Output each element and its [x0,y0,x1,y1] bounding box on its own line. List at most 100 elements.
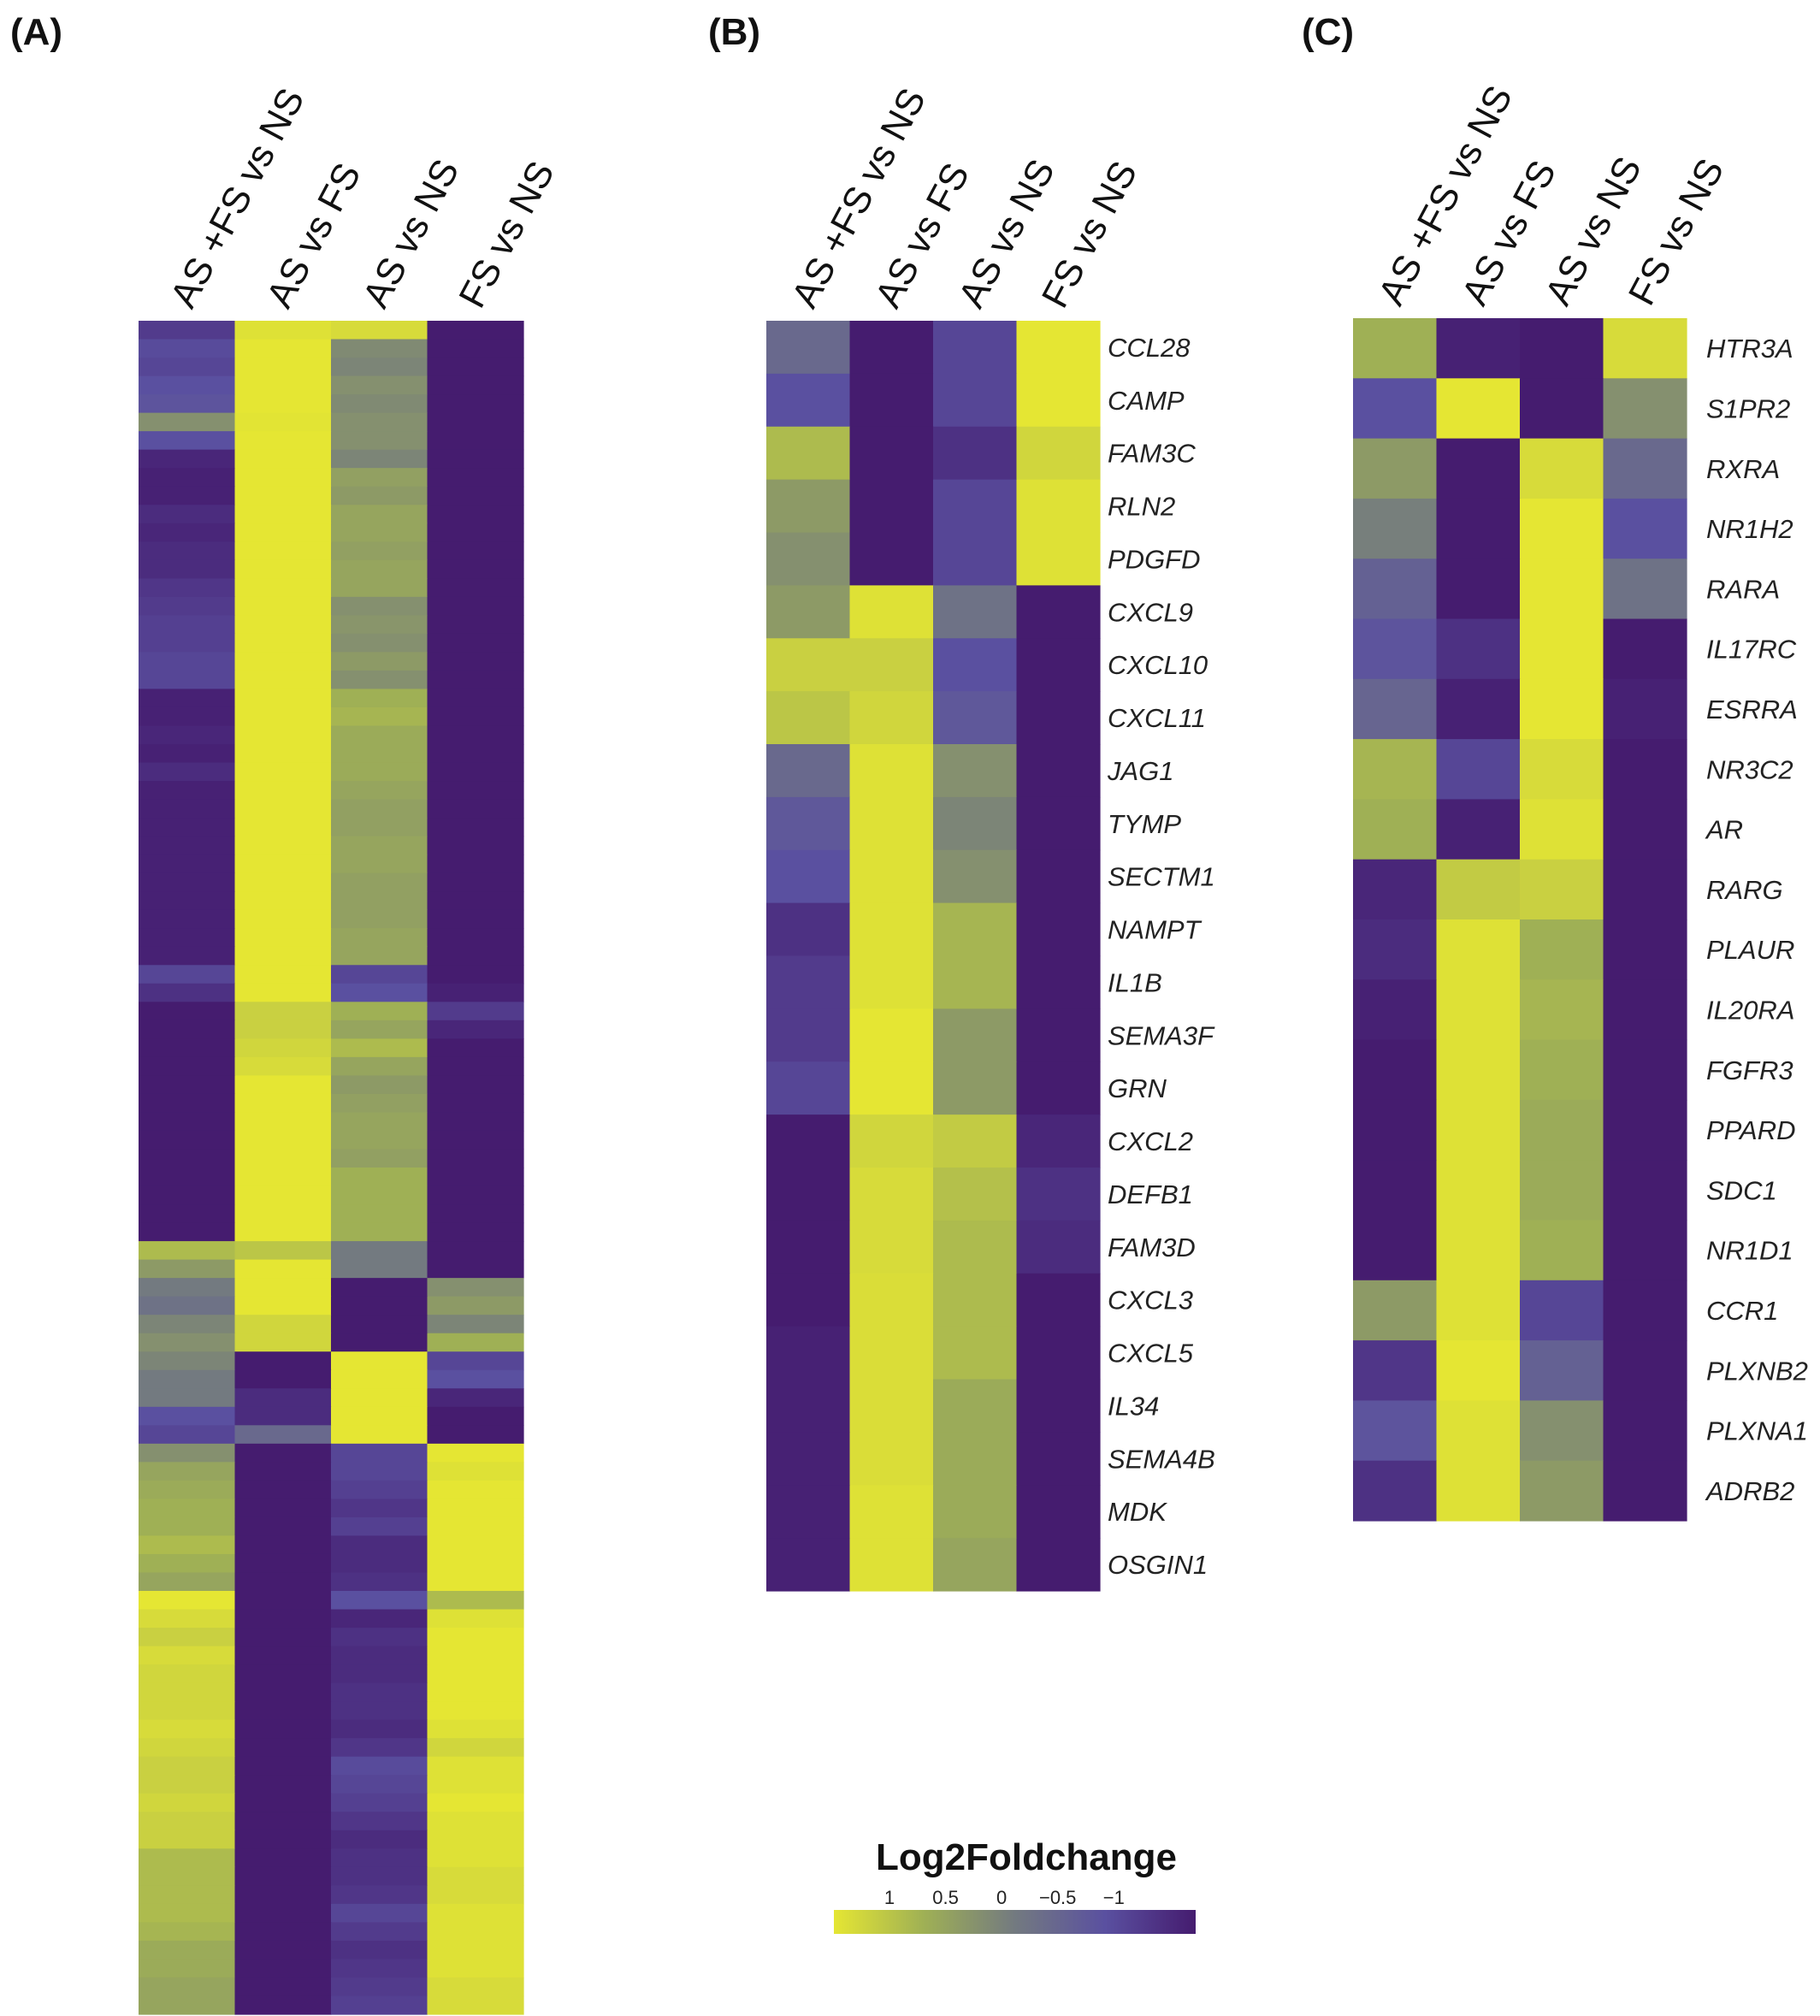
heatmap-cell [234,1848,332,1868]
heatmap-cell [331,1977,428,1997]
heatmap-cell [331,706,428,727]
heatmap-cell [331,1351,428,1371]
heatmap-cell [234,1168,332,1187]
heatmap-cell [234,1609,332,1629]
gene-label: PPARD [1706,1115,1796,1145]
heatmap-cell [139,1591,236,1611]
heatmap-cell [427,1499,524,1518]
heatmap-cell [331,1333,428,1352]
gene-label: ADRB2 [1705,1476,1794,1506]
heatmap-cell [331,1388,428,1408]
heatmap-cell [849,585,934,639]
heatmap-cell [427,412,524,432]
heatmap-cell [139,744,236,764]
heatmap-cell [139,1775,236,1794]
heatmap-cell [234,725,332,745]
gene-label: SEMA3F [1108,1020,1215,1050]
gene-label: AR [1705,815,1743,845]
heatmap-cell [933,796,1018,851]
heatmap-cell [139,818,236,837]
heatmap-cell [849,373,934,428]
heatmap-cell [331,1075,428,1095]
heatmap-cell [1603,739,1687,800]
heatmap-cell [1520,1039,1604,1101]
heatmap-cell [234,1812,332,1831]
heatmap-cell [1016,373,1101,428]
heatmap-cell [766,638,851,692]
heatmap-cell [234,1553,332,1574]
heatmap-cell [427,965,524,984]
heatmap-cell [1520,438,1604,500]
heatmap-cell [331,1278,428,1298]
legend-tick-label: 0 [996,1887,1007,1908]
heatmap-cell [139,1222,236,1242]
heatmap-cell [849,479,934,534]
heatmap-cell [1016,1379,1101,1433]
heatmap-cell [331,633,428,653]
heatmap-cell [427,1333,524,1352]
heatmap-cell [1603,799,1687,860]
heatmap-cell [1353,1400,1438,1462]
heatmap-cell [1603,1280,1687,1341]
heatmap-cell [139,633,236,653]
heatmap-cell [331,1922,428,1942]
heatmap-cell [139,909,236,929]
heatmap-cell [1353,979,1438,1041]
heatmap-cell [234,799,332,819]
heatmap-cell [331,744,428,764]
gene-label: GRN [1108,1073,1167,1103]
heatmap-cell [1353,799,1438,860]
heatmap-cell [933,1538,1018,1592]
heatmap-cell [933,638,1018,692]
heatmap-cell [427,633,524,653]
heatmap-cell [1016,1168,1101,1221]
heatmap-cell [234,836,332,855]
heatmap-cell [331,1682,428,1702]
heatmap-cell [331,762,428,782]
heatmap-cell [331,1112,428,1132]
heatmap-cell [849,1168,934,1221]
heatmap-cell [331,1756,428,1776]
heatmap-cell [331,1315,428,1334]
heatmap-cell [234,596,332,616]
heatmap-cell [933,532,1018,586]
heatmap-cell [234,1775,332,1794]
heatmap-cell [331,909,428,929]
heatmap-cell [427,505,524,524]
heatmap-cell [1436,799,1521,860]
heatmap-cell [234,706,332,727]
heatmap-cell [427,1185,524,1205]
heatmap-cell [1520,1460,1604,1522]
heatmap-cell [234,854,332,874]
heatmap-cell [1520,1220,1604,1281]
heatmap-cell [933,849,1018,904]
heatmap-cell [849,1326,934,1380]
heatmap-cell [139,559,236,579]
heatmap-cell [427,1130,524,1150]
heatmap-cell [1436,378,1521,440]
heatmap-cell [1436,739,1521,800]
heatmap-cell [331,1701,428,1721]
heatmap-cell [234,1885,332,1905]
heatmap-cell [1436,559,1521,620]
heatmap-cell [427,983,524,1002]
heatmap-cell [139,1315,236,1334]
heatmap-cell [1016,426,1101,481]
heatmap-cell [331,799,428,819]
gene-label: CXCL2 [1108,1126,1193,1156]
gene-label: NR1H2 [1706,514,1793,544]
gene-label: RLN2 [1108,492,1175,522]
gene-label: SECTM1 [1108,862,1215,892]
heatmap-cell [1016,955,1101,1009]
panel-label-c: (C) [1302,11,1354,53]
heatmap-cell [1603,438,1687,500]
heatmap-cell [1353,1160,1438,1221]
heatmap-cell [234,523,332,542]
heatmap-cell [234,1535,332,1555]
heatmap-cell [139,928,236,948]
heatmap-cell [139,1848,236,1868]
heatmap-cell [234,1425,332,1445]
heatmap-cell [331,559,428,579]
